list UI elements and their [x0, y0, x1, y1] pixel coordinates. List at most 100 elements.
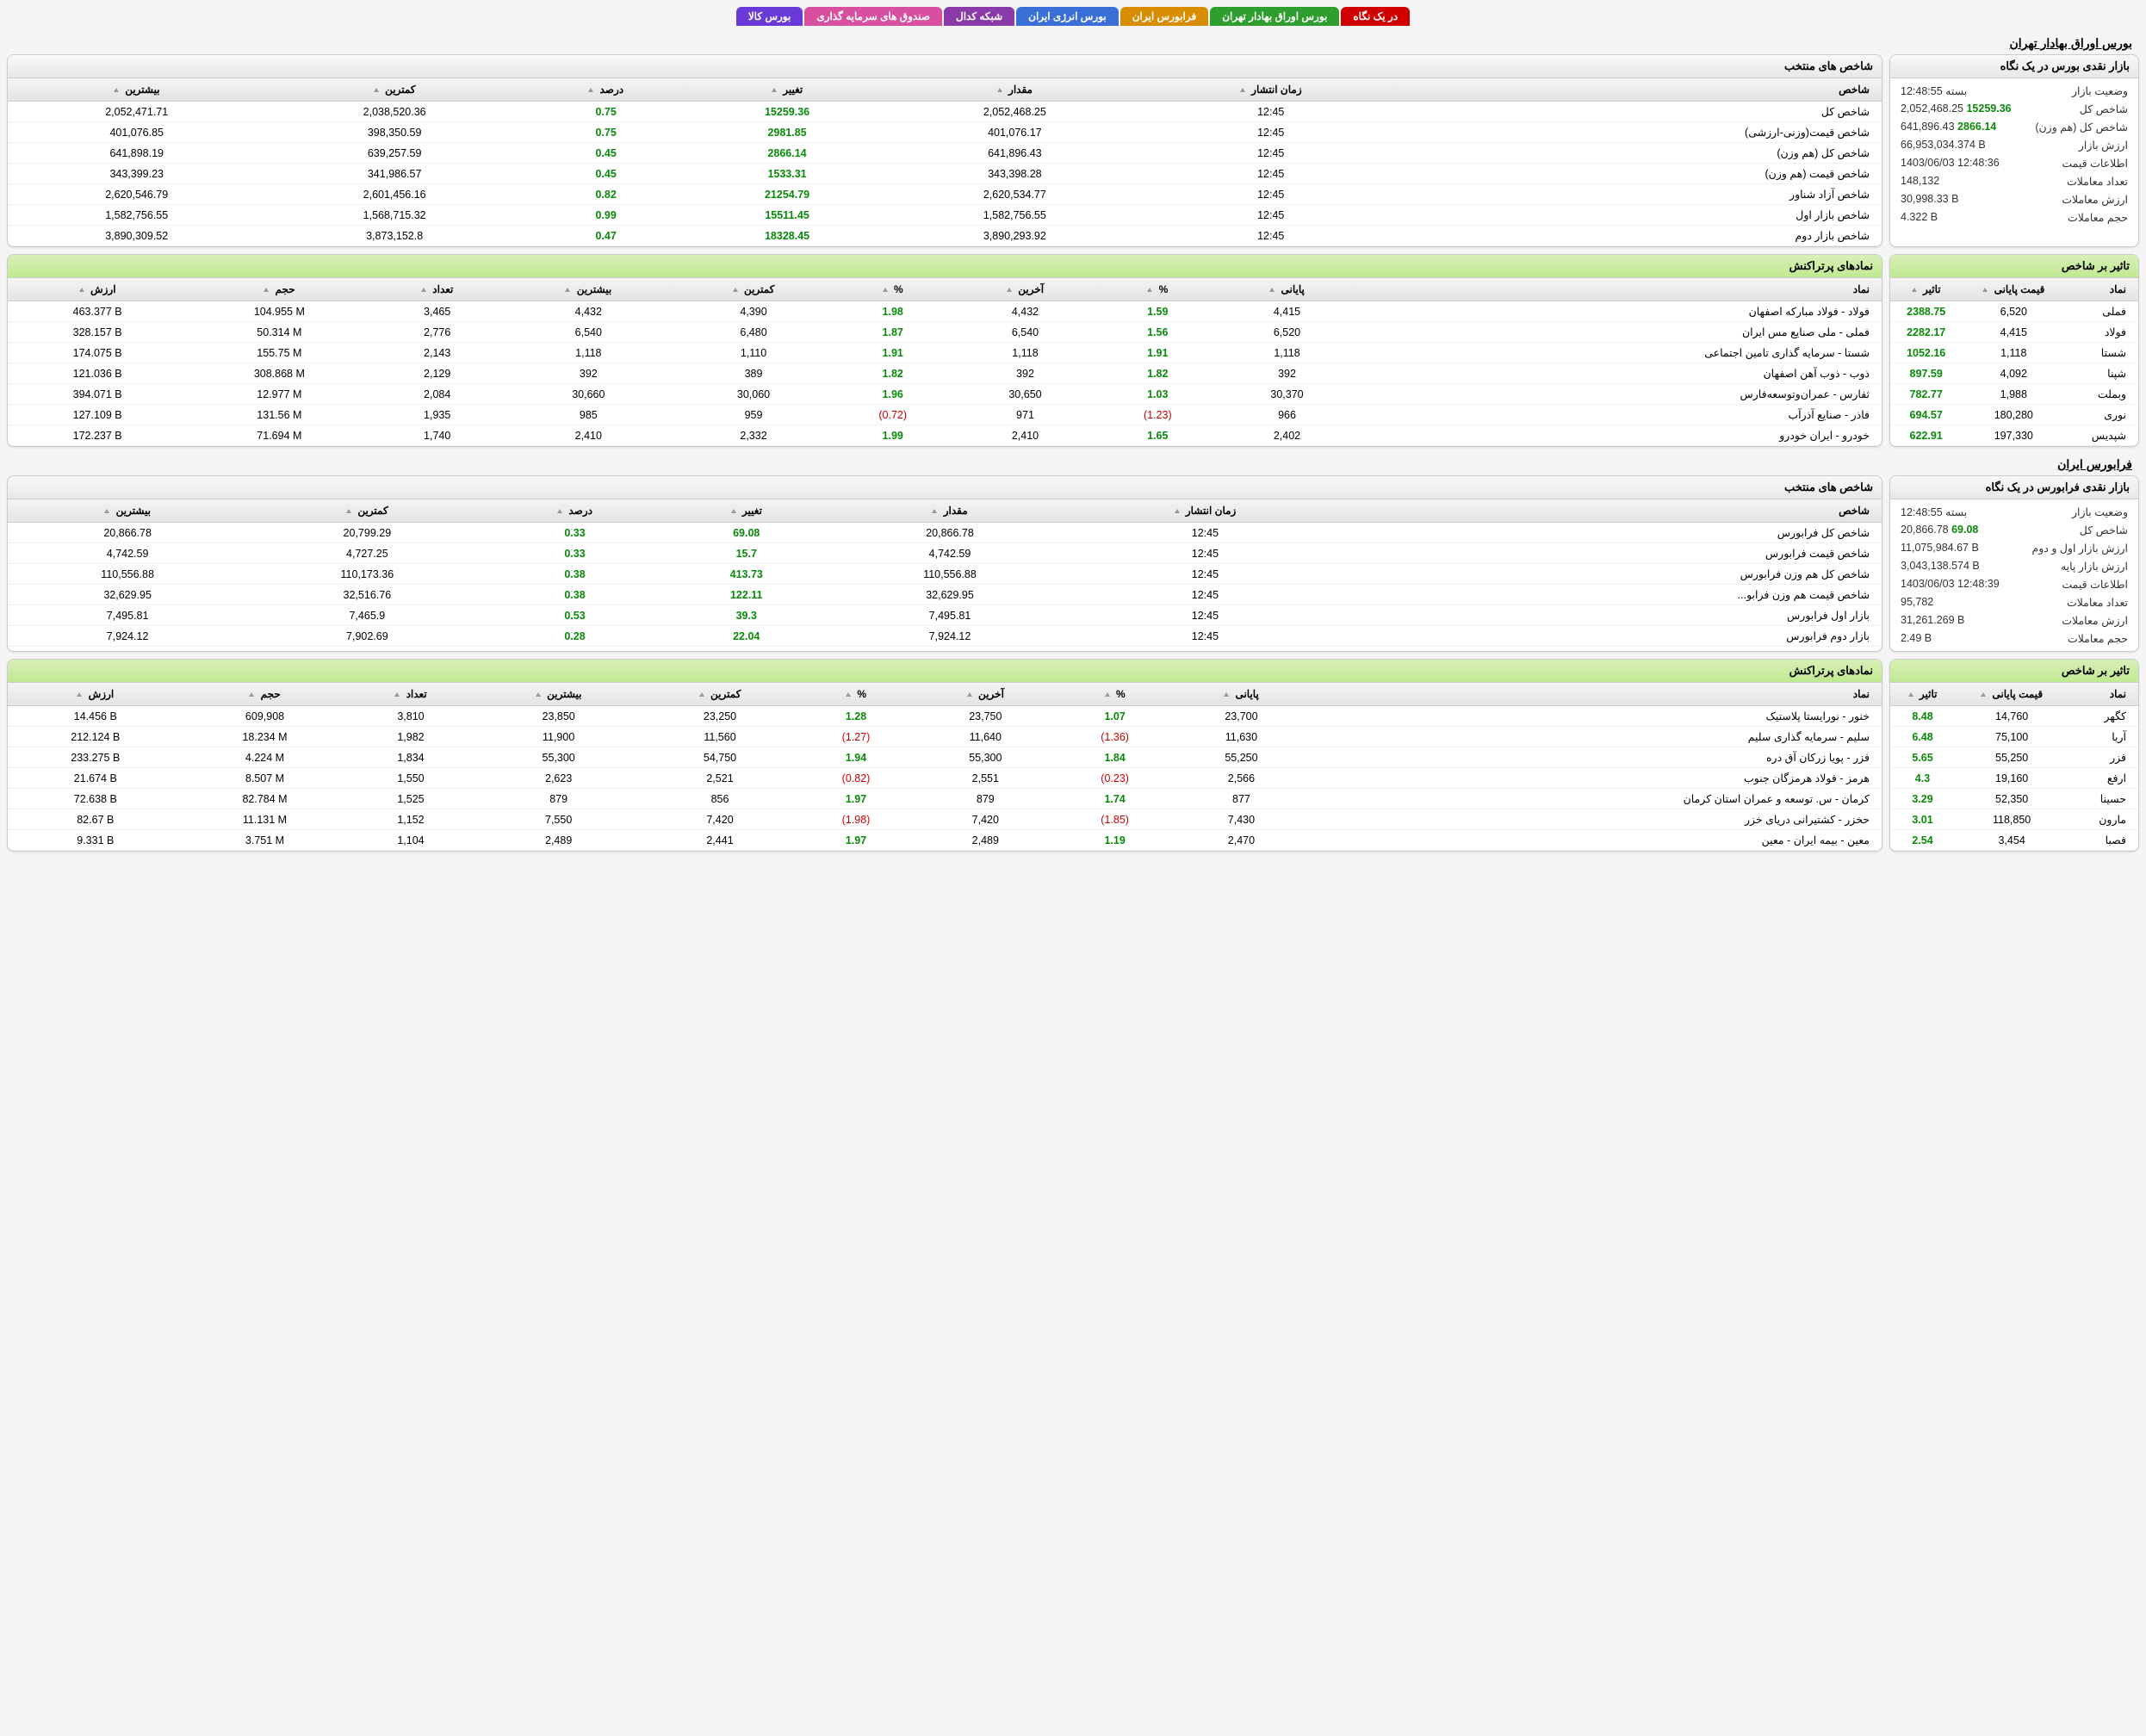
col-header[interactable]: کمترین	[642, 683, 797, 706]
col-header[interactable]: ارزش	[8, 278, 187, 301]
cell: 398,350.59	[265, 122, 523, 143]
col-header[interactable]: بیشترین	[8, 78, 265, 102]
col-header[interactable]: تغییر	[688, 78, 885, 102]
cell: 7,420	[915, 809, 1057, 830]
col-header[interactable]: ارزش	[8, 683, 183, 706]
table-row[interactable]: ارفع19,1604.3	[1890, 768, 2138, 789]
tab-1[interactable]: بورس اوراق بهادار تهران	[1210, 7, 1339, 26]
tab-5[interactable]: صندوق های سرمایه گذاری	[804, 7, 942, 26]
col-header[interactable]: بیشترین	[474, 683, 642, 706]
table-row[interactable]: هرمز - فولاد هرمزگان جنوب2,566(0.23)2,55…	[8, 768, 1882, 789]
col-header[interactable]: نماد	[2068, 683, 2138, 706]
table-row[interactable]: مارون118,8503.01	[1890, 809, 2138, 830]
col-header[interactable]: درصد	[524, 78, 689, 102]
tab-2[interactable]: فرابورس ایران	[1120, 7, 1208, 26]
table-row[interactable]: معین - بیمه ایران - معین2,4701.192,4891.…	[8, 830, 1882, 851]
table-row[interactable]: فصبا3,4542.54	[1890, 830, 2138, 851]
col-header[interactable]: حجم	[187, 278, 371, 301]
col-header[interactable]: مقدار	[830, 499, 1070, 523]
table-row[interactable]: فملی6,5202388.75	[1890, 301, 2138, 322]
table-row[interactable]: شاخص قیمت (هم وزن)12:45343,398.281533.31…	[8, 164, 1882, 184]
table-row[interactable]: شاخص کل هم وزن فرابورس12:45110,556.88413…	[8, 564, 1882, 585]
table-row[interactable]: کگهر14,7608.48	[1890, 706, 2138, 727]
col-header[interactable]: تعداد	[371, 278, 502, 301]
cell: 0.47	[524, 226, 689, 246]
cell: 1.82	[1098, 363, 1218, 384]
col-header[interactable]: تاثیر	[1890, 278, 1962, 301]
table-row[interactable]: شاخص قیمت هم وزن فرابو...12:4532,629.951…	[8, 585, 1882, 605]
cell: 1,104	[346, 830, 474, 851]
table-row[interactable]: شاخص كل (هم وزن)12:45641,896.432866.140.…	[8, 143, 1882, 164]
col-header[interactable]: %	[833, 278, 952, 301]
col-header[interactable]: قیمت پایانی	[1962, 278, 2065, 301]
col-header[interactable]: تغییر	[663, 499, 830, 523]
table-row[interactable]: فولاد - فولاد مباركه اصفهان4,4151.594,43…	[8, 301, 1882, 322]
col-header[interactable]: شاخص	[1398, 78, 1882, 102]
table-row[interactable]: خودرو - ایران خودرو2,4021.652,4101.992,3…	[8, 425, 1882, 446]
col-header[interactable]: %	[1057, 683, 1174, 706]
table-row[interactable]: وبملت1,988782.77	[1890, 384, 2138, 405]
tab-0[interactable]: در یک نگاه	[1341, 7, 1410, 26]
cell: 0.28	[487, 626, 662, 647]
table-row[interactable]: ذوب - ذوب آهن اصفهان3921.823921.82389392…	[8, 363, 1882, 384]
table-row[interactable]: کرمان - س. توسعه و عمران استان کرمان8771…	[8, 789, 1882, 809]
sort-icon	[1105, 688, 1113, 700]
col-header[interactable]: آخرین	[915, 683, 1057, 706]
col-header[interactable]: پایانی	[1173, 683, 1309, 706]
col-header[interactable]: آخرین	[952, 278, 1098, 301]
tab-6[interactable]: بورس کالا	[736, 7, 803, 26]
cell: 22.04	[663, 626, 830, 647]
table-row[interactable]: حخزر - کشتیرانی دریای خزر7,430(1.85)7,42…	[8, 809, 1882, 830]
table-row[interactable]: شاخص آزاد شناور12:452,620,534.7721254.79…	[8, 184, 1882, 205]
table-row[interactable]: فزر - پویا زرکان آق دره55,2501.8455,3001…	[8, 747, 1882, 768]
tab-3[interactable]: بورس انرژی ایران	[1016, 7, 1119, 26]
table-row[interactable]: شاخص کل فرابورس12:4520,866.7869.080.3320…	[8, 523, 1882, 543]
table-row[interactable]: شاخص بازار اول12:451,582,756.5515511.450…	[8, 205, 1882, 226]
col-header[interactable]: پایانی	[1218, 278, 1357, 301]
cell: 0.99	[524, 205, 689, 226]
table-row[interactable]: نوری180,280694.57	[1890, 405, 2138, 425]
table-row[interactable]: فولاد4,4152282.17	[1890, 322, 2138, 343]
table-row[interactable]: شستا - سرمایه گذاری تامین اجتماعی1,1181.…	[8, 343, 1882, 363]
col-header[interactable]: %	[797, 683, 915, 706]
table-row[interactable]: خنور - نورایستا پلاستیک23,7001.0723,7501…	[8, 706, 1882, 727]
col-header[interactable]: تاثیر	[1890, 683, 1955, 706]
table-row[interactable]: سلیم - سرمایه گذاری سلیم11,630(1.36)11,6…	[8, 727, 1882, 747]
table-row[interactable]: حسینا52,3503.29	[1890, 789, 2138, 809]
table-row[interactable]: بازار اول فرابورس12:457,495.8139.30.537,…	[8, 605, 1882, 626]
col-header[interactable]: نماد	[2065, 278, 2138, 301]
cell: 18.234 M	[183, 727, 347, 747]
col-header[interactable]: حجم	[183, 683, 347, 706]
table-row[interactable]: ثفارس - عمران‌وتوسعه‌فارس30,3701.0330,65…	[8, 384, 1882, 405]
col-header[interactable]: کمترین	[247, 499, 487, 523]
table-row[interactable]: آریا75,1006.48	[1890, 727, 2138, 747]
table-row[interactable]: فزر55,2505.65	[1890, 747, 2138, 768]
col-header[interactable]: کمترین	[674, 278, 834, 301]
col-header[interactable]: درصد	[487, 499, 662, 523]
col-header[interactable]: بیشترین	[503, 278, 674, 301]
table-row[interactable]: شاخص بازار دوم12:453,890,293.9218328.450…	[8, 226, 1882, 246]
table-row[interactable]: فاذر - صنایع آذرآب966(1.23)971(0.72)9599…	[8, 405, 1882, 425]
table-row[interactable]: فملی - ملی صنایع مس ایران6,5201.566,5401…	[8, 322, 1882, 343]
tab-4[interactable]: شبکه کدال	[944, 7, 1014, 26]
table-row[interactable]: شاخص کل12:452,052,468.2515259.360.752,03…	[8, 102, 1882, 122]
table-row[interactable]: شاخص قیمت فرابورس12:454,742.5915.70.334,…	[8, 543, 1882, 564]
table-row[interactable]: شاخص قیمت(وزنی-ارزشی)12:45401,076.172981…	[8, 122, 1882, 143]
col-header[interactable]: زمان انتشار	[1070, 499, 1341, 523]
col-header[interactable]: نماد	[1356, 278, 1882, 301]
cell: (0.82)	[797, 768, 915, 789]
col-header[interactable]: تعداد	[346, 683, 474, 706]
col-header[interactable]: شاخص	[1341, 499, 1882, 523]
col-header[interactable]: زمان انتشار	[1144, 78, 1398, 102]
table-row[interactable]: بازار دوم فرابورس12:457,924.1222.040.287…	[8, 626, 1882, 647]
table-row[interactable]: شپدیس197,330622.91	[1890, 425, 2138, 446]
col-header[interactable]: مقدار	[886, 78, 1144, 102]
col-header[interactable]: بیشترین	[8, 499, 247, 523]
col-header[interactable]: نماد	[1309, 683, 1882, 706]
table-row[interactable]: شپنا4,092897.59	[1890, 363, 2138, 384]
table-row[interactable]: شستا1,1181052.16	[1890, 343, 2138, 363]
col-header[interactable]: کمترین	[265, 78, 523, 102]
col-header[interactable]: %	[1098, 278, 1218, 301]
col-header[interactable]: قیمت پایانی	[1955, 683, 2068, 706]
cell: 12:45	[1070, 543, 1341, 564]
